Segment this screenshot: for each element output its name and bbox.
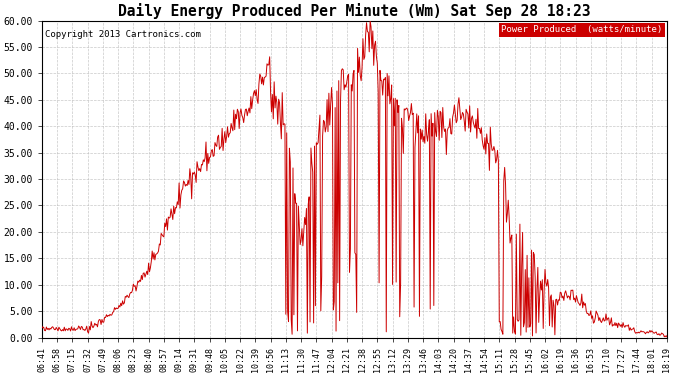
Text: Power Produced  (watts/minute): Power Produced (watts/minute) <box>502 26 662 34</box>
Title: Daily Energy Produced Per Minute (Wm) Sat Sep 28 18:23: Daily Energy Produced Per Minute (Wm) Sa… <box>118 3 591 20</box>
Text: Copyright 2013 Cartronics.com: Copyright 2013 Cartronics.com <box>45 30 201 39</box>
